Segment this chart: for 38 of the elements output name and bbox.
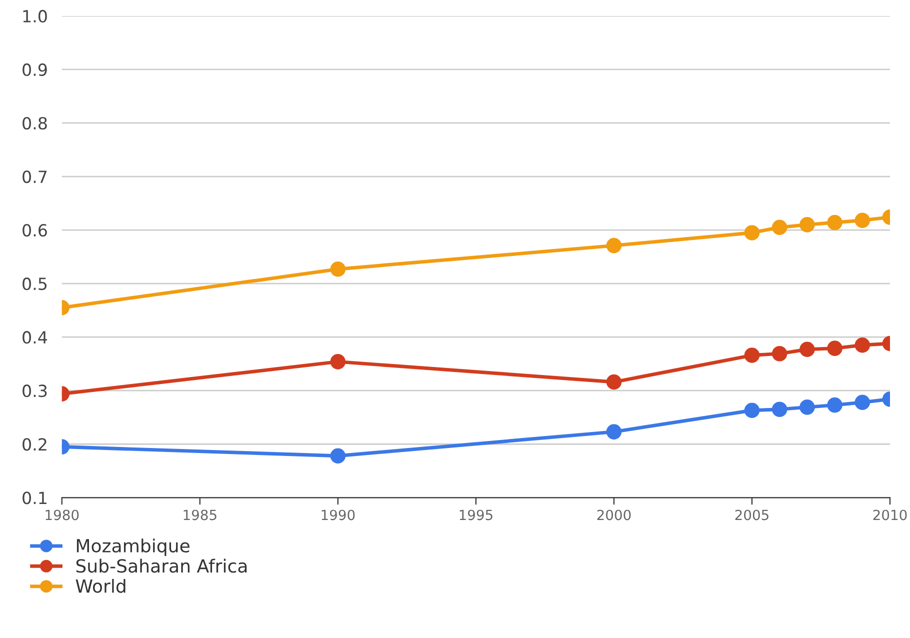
x-tick-label: 2005: [735, 510, 768, 520]
point: [606, 238, 622, 254]
y-tick-label: 0.9: [22, 63, 47, 76]
point: [800, 400, 815, 415]
point: [854, 212, 870, 228]
point: [854, 394, 870, 410]
y-tick-label: 0.8: [22, 116, 47, 130]
y-tick-label: 0.7: [22, 170, 47, 184]
x-tick-label: 1995: [460, 510, 492, 520]
y-tick-label: 0.2: [22, 438, 46, 451]
point: [744, 225, 760, 240]
x-tick-label: 2010: [873, 510, 907, 520]
x-tick-label: 2000: [597, 510, 631, 520]
point: [800, 217, 815, 232]
point: [827, 397, 842, 413]
point: [772, 346, 788, 362]
y-tick-label: 0.1: [22, 492, 46, 504]
y-tick-label: 1.0: [23, 10, 47, 23]
point: [744, 402, 760, 418]
point: [800, 342, 815, 358]
legend-label: World: [76, 578, 126, 593]
legend-label: Mozambique: [76, 538, 190, 556]
y-tick-label: 0.4: [22, 331, 48, 344]
point: [606, 374, 622, 390]
x-tick-label: 1990: [322, 510, 355, 520]
y-tick-label: 0.5: [22, 278, 47, 290]
y-tick-label: 0.6: [22, 224, 47, 237]
x-tick-label: 1985: [184, 510, 216, 520]
point: [772, 220, 788, 235]
point: [827, 214, 842, 230]
x-tick-label: 1980: [46, 510, 79, 520]
point: [827, 340, 842, 356]
legend-label: Sub-Saharan Africa: [76, 558, 247, 573]
y-tick-label: 0.3: [22, 384, 47, 398]
point: [744, 348, 760, 363]
point: [854, 337, 870, 353]
point: [772, 402, 788, 417]
point: [606, 424, 622, 440]
